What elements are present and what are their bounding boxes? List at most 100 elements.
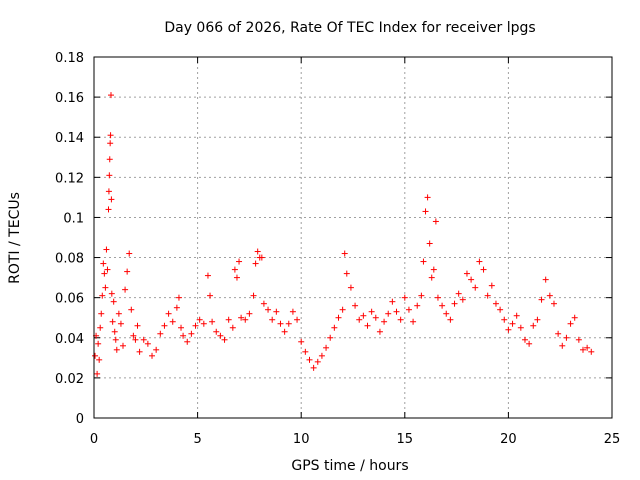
data-point xyxy=(294,316,301,323)
data-point xyxy=(109,318,116,325)
data-point xyxy=(397,316,404,323)
data-point xyxy=(414,302,421,309)
data-point xyxy=(559,342,566,349)
data-point xyxy=(584,344,591,351)
data-point xyxy=(420,258,427,265)
data-point xyxy=(526,340,533,347)
data-point xyxy=(314,358,321,365)
data-point xyxy=(238,314,245,321)
data-point xyxy=(107,140,114,147)
data-point xyxy=(534,316,541,323)
data-point xyxy=(269,316,276,323)
data-point xyxy=(92,352,99,359)
data-point xyxy=(221,336,228,343)
grid xyxy=(94,57,612,418)
x-tick-label: 20 xyxy=(500,432,517,447)
data-point xyxy=(209,318,216,325)
data-point xyxy=(497,306,504,313)
data-point xyxy=(389,298,396,305)
data-point xyxy=(95,340,102,347)
data-point xyxy=(331,324,338,331)
data-point xyxy=(432,218,439,225)
data-point xyxy=(376,328,383,335)
data-point xyxy=(225,316,232,323)
data-point xyxy=(410,318,417,325)
data-point xyxy=(488,282,495,289)
data-point xyxy=(430,266,437,273)
data-point xyxy=(480,266,487,273)
data-point xyxy=(236,258,243,265)
data-point xyxy=(530,322,537,329)
data-point xyxy=(192,322,199,329)
data-point xyxy=(105,206,112,213)
data-point xyxy=(538,296,545,303)
y-axis-label: ROTI / TECUs xyxy=(7,192,23,284)
data-point xyxy=(476,258,483,265)
data-point xyxy=(443,310,450,317)
data-point xyxy=(207,292,214,299)
data-point xyxy=(188,330,195,337)
data-point xyxy=(567,320,574,327)
y-tick-label: 0.1 xyxy=(63,211,84,226)
data-point xyxy=(99,292,106,299)
y-tick-label: 0.04 xyxy=(55,332,84,347)
data-point xyxy=(501,316,508,323)
data-point xyxy=(521,336,528,343)
data-point xyxy=(513,312,520,319)
data-point xyxy=(204,272,211,279)
y-tick-label: 0.16 xyxy=(55,91,84,106)
data-point xyxy=(360,312,367,319)
data-point xyxy=(323,344,330,351)
data-point xyxy=(106,156,113,163)
data-point xyxy=(352,302,359,309)
data-point xyxy=(98,310,105,317)
data-point xyxy=(250,292,257,299)
data-point xyxy=(233,274,240,281)
x-tick-label: 5 xyxy=(193,432,201,447)
x-axis-label: GPS time / hours xyxy=(291,458,408,474)
data-point xyxy=(484,292,491,299)
data-point xyxy=(94,370,101,377)
data-point xyxy=(112,336,119,343)
data-point xyxy=(575,336,582,343)
data-point xyxy=(108,196,115,203)
data-point xyxy=(451,300,458,307)
data-point xyxy=(180,332,187,339)
data-point xyxy=(289,308,296,315)
data-point xyxy=(285,320,292,327)
data-point xyxy=(439,302,446,309)
y-tick-label: 0.08 xyxy=(55,252,84,267)
data-point xyxy=(277,320,284,327)
data-point xyxy=(124,268,131,275)
data-point xyxy=(468,276,475,283)
data-point xyxy=(306,356,313,363)
data-point xyxy=(153,346,160,353)
data-point xyxy=(426,240,433,247)
data-point xyxy=(117,320,124,327)
data-point xyxy=(252,260,259,267)
data-point xyxy=(115,310,122,317)
data-point xyxy=(341,250,348,257)
data-point xyxy=(563,334,570,341)
data-point xyxy=(120,342,127,349)
data-point xyxy=(105,188,112,195)
data-point xyxy=(200,320,207,327)
data-point xyxy=(327,334,334,341)
data-point xyxy=(134,322,141,329)
data-point xyxy=(364,322,371,329)
data-point xyxy=(571,314,578,321)
data-point xyxy=(588,348,595,355)
data-point xyxy=(422,208,429,215)
data-point xyxy=(463,270,470,277)
data-point xyxy=(100,260,107,267)
data-point xyxy=(405,306,412,313)
data-point xyxy=(368,308,375,315)
data-point xyxy=(126,250,133,257)
data-point xyxy=(128,306,135,313)
x-tick-label: 25 xyxy=(604,432,621,447)
data-point xyxy=(169,318,176,325)
data-point xyxy=(108,290,115,297)
data-point xyxy=(401,294,408,301)
data-points xyxy=(92,92,595,377)
